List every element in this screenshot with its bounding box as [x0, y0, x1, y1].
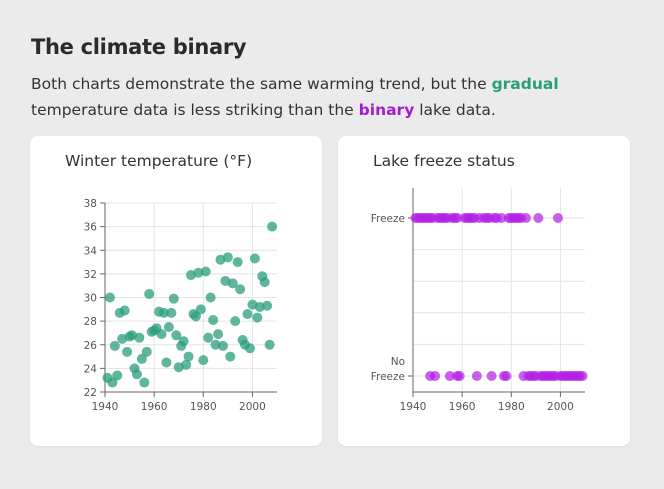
x-tick-label: 2000	[547, 401, 574, 413]
temperature-point	[183, 351, 194, 362]
temperature-point	[168, 293, 179, 304]
temperature-point	[104, 292, 115, 303]
page-subtitle: Both charts demonstrate the same warming…	[31, 71, 631, 123]
temperature-point	[200, 266, 211, 277]
temperature-point	[235, 284, 246, 295]
y-tick-label: 22	[84, 387, 97, 399]
temperature-point	[178, 336, 189, 347]
temperature-point	[242, 309, 253, 320]
page-title: The climate binary	[31, 35, 247, 59]
temperature-point	[244, 343, 255, 354]
no-freeze-point	[430, 371, 441, 381]
temperature-chart-title: Winter temperature (°F)	[65, 152, 253, 170]
freeze-point	[533, 213, 544, 223]
temperature-point	[249, 253, 260, 264]
no-freeze-point	[454, 371, 465, 381]
x-tick-label: 1980	[498, 401, 525, 413]
temperature-point	[163, 322, 174, 333]
temperature-point	[252, 312, 263, 323]
subtitle-text-2: temperature data is less striking than t…	[31, 101, 359, 119]
temperature-point	[122, 346, 133, 357]
temperature-point	[190, 311, 201, 322]
subtitle-text-1: Both charts demonstrate the same warming…	[31, 75, 492, 93]
temperature-point	[158, 307, 169, 318]
subtitle-text-3: lake data.	[414, 101, 496, 119]
temperature-point	[195, 304, 206, 315]
temperature-point	[144, 288, 155, 299]
temperature-point	[134, 332, 145, 343]
freeze-point	[521, 213, 532, 223]
temperature-card: Winter temperature (°F) 1940 1960 1980 2000…	[30, 136, 322, 446]
lake-freeze-scatter-chart: 1940 1960 1980 2000 Freeze No Freeze	[371, 188, 588, 413]
freeze-point	[452, 213, 463, 223]
y-tick-label: 36	[84, 222, 98, 234]
temperature-point	[193, 267, 204, 278]
subtitle-binary: binary	[358, 101, 415, 119]
lake-freeze-chart-title: Lake freeze status	[373, 152, 515, 170]
temperature-point	[205, 292, 216, 303]
no-freeze-point	[471, 371, 482, 381]
temperature-point	[136, 353, 147, 364]
no-freeze-point	[577, 371, 588, 381]
temperature-point	[230, 316, 241, 327]
freeze-point	[552, 213, 563, 223]
temperature-point	[208, 314, 219, 325]
y-tick-label: 38	[84, 198, 97, 210]
y-tick-label: 28	[84, 316, 97, 328]
subtitle-gradual: gradual	[491, 75, 559, 93]
temperature-point	[156, 329, 167, 340]
x-tick-label: 1940	[400, 401, 427, 413]
temperature-point	[112, 370, 123, 381]
temperature-point	[171, 330, 182, 341]
temperature-point	[264, 339, 275, 350]
x-tick-label: 1960	[449, 401, 476, 413]
x-tick-label: 1940	[92, 401, 119, 413]
freeze-point	[496, 213, 507, 223]
temperature-point	[222, 252, 233, 263]
x-tick-label: 1980	[190, 401, 217, 413]
lake-freeze-card: Lake freeze status 1940 1960 1980 2000 Freez…	[338, 136, 630, 446]
no-freeze-point	[486, 371, 497, 381]
y-tick-label-no-freeze-line1: No	[391, 356, 405, 368]
temperature-point	[139, 377, 150, 388]
temperature-point	[198, 355, 209, 366]
temperature-scatter-chart: 1940 1960 1980 2000 22 24 26 28 30 32 34 36 38	[84, 198, 278, 413]
temperature-point	[262, 300, 273, 311]
temperature-point	[225, 351, 236, 362]
temperature-point	[166, 307, 177, 318]
y-tick-label-no-freeze-line2: Freeze	[371, 371, 405, 383]
temperature-point	[161, 357, 172, 368]
temperature-point	[227, 278, 238, 289]
temperature-point	[254, 301, 265, 312]
y-tick-label: 24	[84, 363, 98, 375]
x-tick-label: 1960	[141, 401, 168, 413]
temperature-point	[267, 221, 278, 232]
temperature-point	[109, 340, 120, 351]
y-tick-label: 26	[84, 340, 98, 352]
temperature-point	[181, 359, 192, 370]
y-tick-label-freeze: Freeze	[371, 213, 405, 225]
temperature-point	[107, 377, 118, 388]
temperature-point	[213, 329, 224, 340]
y-tick-label: 34	[84, 245, 98, 257]
y-tick-label: 30	[84, 293, 97, 305]
temperature-point	[203, 332, 214, 343]
temperature-point	[141, 346, 152, 357]
temperature-point	[217, 340, 228, 351]
temperature-point	[131, 369, 142, 380]
no-freeze-point	[501, 371, 512, 381]
y-tick-label: 32	[84, 269, 97, 281]
temperature-point	[259, 277, 270, 288]
temperature-point	[232, 257, 243, 268]
temperature-point	[210, 339, 221, 350]
x-tick-label: 2000	[239, 401, 266, 413]
no-freeze-point	[444, 371, 455, 381]
temperature-point	[119, 305, 130, 316]
